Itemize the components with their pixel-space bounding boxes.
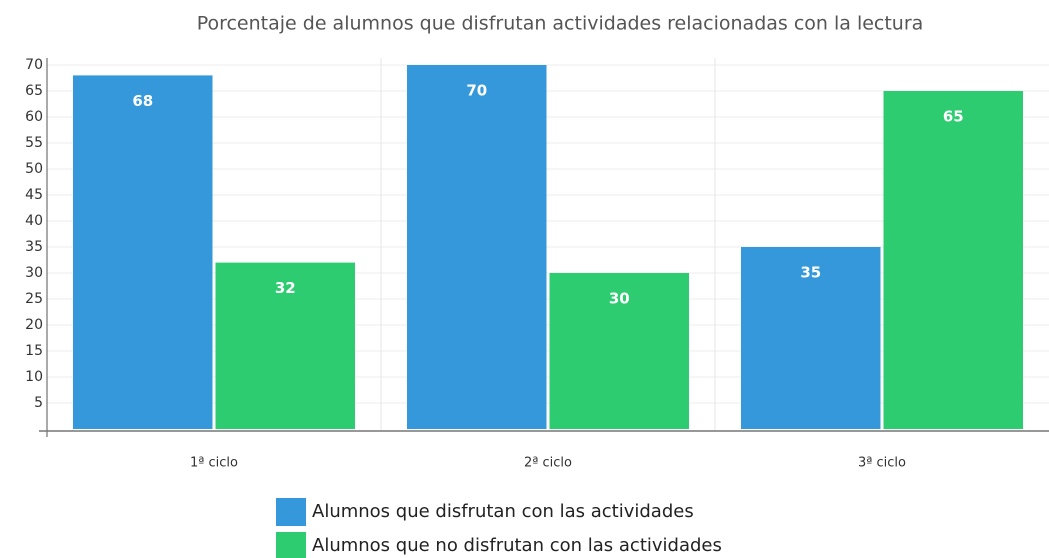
value-label: 70: [466, 82, 487, 100]
y-tick-label: 20: [25, 317, 43, 333]
value-label: 30: [609, 290, 630, 308]
value-label: 35: [800, 264, 821, 282]
legend-label: Alumnos que disfrutan con las actividade…: [312, 501, 694, 522]
legend-label: Alumnos que no disfrutan con las activid…: [312, 535, 722, 556]
value-label: 65: [943, 108, 964, 126]
y-tick-label: 35: [25, 239, 43, 255]
y-tick-label: 55: [25, 135, 43, 151]
value-label: 68: [132, 92, 153, 110]
bar: [407, 65, 547, 429]
y-tick-label: 30: [25, 265, 43, 281]
y-tick-label: 60: [25, 109, 43, 125]
bar: [73, 75, 213, 430]
x-tick-label: 3ª ciclo: [858, 456, 906, 471]
y-tick-label: 5: [34, 395, 43, 411]
bar: [549, 273, 689, 429]
x-tick-label: 2ª ciclo: [524, 456, 572, 471]
legend-swatch: [276, 498, 306, 526]
value-label: 32: [275, 279, 296, 297]
y-tick-label: 15: [25, 343, 43, 359]
x-tick-label: 1ª ciclo: [190, 456, 238, 471]
y-tick-label: 25: [25, 291, 43, 307]
bar: [215, 262, 355, 429]
legend-swatch: [276, 532, 306, 558]
y-tick-label: 45: [25, 187, 43, 203]
y-tick-label: 10: [25, 369, 43, 385]
y-tick-label: 65: [25, 83, 43, 99]
y-tick-label: 50: [25, 161, 43, 177]
y-tick-label: 40: [25, 213, 43, 229]
bar: [741, 247, 881, 429]
chart-title: Porcentaje de alumnos que disfrutan acti…: [197, 13, 924, 35]
bar: [883, 91, 1023, 429]
y-tick-label: 70: [25, 57, 43, 73]
